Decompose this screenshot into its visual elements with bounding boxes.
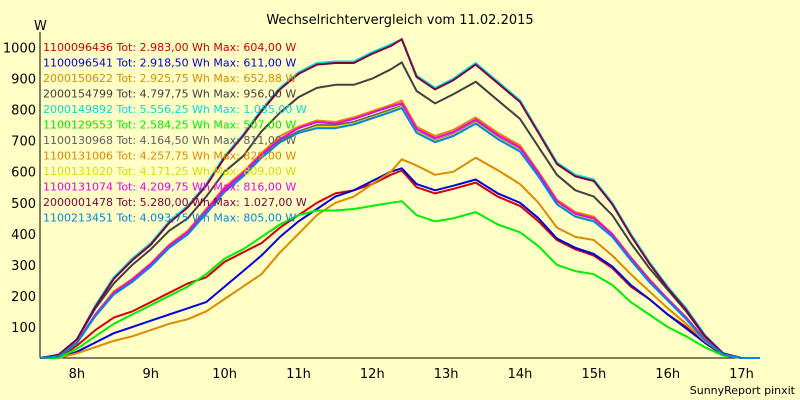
y-tick-label: 700 — [11, 135, 36, 150]
legend-entry: 2000150622 Tot: 2.925,75 Wh Max: 652,88 … — [43, 72, 296, 85]
x-tick-label: 10h — [212, 367, 237, 382]
credit-text: SunnyReport pinxit — [690, 384, 796, 397]
x-tick-label: 11h — [286, 367, 311, 382]
series-line-2 — [40, 167, 760, 359]
x-tick-label: 13h — [434, 367, 459, 382]
y-tick-label: 500 — [11, 197, 36, 212]
series-line-6 — [40, 200, 760, 359]
y-tick-label: 300 — [11, 259, 36, 274]
y-tick-label: 100 — [11, 321, 36, 336]
plot-area — [40, 32, 760, 358]
y-tick-label: 400 — [11, 228, 36, 243]
y-tick-label: 800 — [11, 104, 36, 119]
series-lines — [39, 38, 760, 359]
x-tick-label: 12h — [360, 367, 385, 382]
y-axis-unit: W — [34, 19, 47, 34]
x-tick-label: 9h — [143, 367, 160, 382]
y-tick-label: 1000 — [3, 42, 36, 57]
legend: 1100096436 Tot: 2.983,00 Wh Max: 604,00 … — [43, 41, 307, 225]
y-tick-label: 900 — [11, 73, 36, 88]
series-line-11 — [39, 38, 760, 359]
y-tick-label: 200 — [11, 290, 36, 305]
series-line-3 — [40, 156, 760, 359]
series-line-4 — [39, 61, 760, 359]
legend-entry: 1100131006 Tot: 4.257,75 Wh Max: 829,00 … — [43, 150, 296, 163]
x-tick-label: 8h — [69, 367, 86, 382]
series-line-10 — [39, 102, 760, 359]
legend-entry: 2000149892 Tot: 5.556,25 Wh Max: 1.035,0… — [43, 103, 307, 116]
legend-entry: 2000001478 Tot: 5.280,00 Wh Max: 1.027,0… — [43, 196, 307, 209]
legend-entry: 1100096436 Tot: 2.983,00 Wh Max: 604,00 … — [43, 41, 296, 54]
legend-entry: 1100129553 Tot: 2.584,25 Wh Max: 507,00 … — [43, 119, 296, 132]
x-tick-label: 16h — [655, 367, 680, 382]
axes — [39, 32, 760, 359]
x-tick-label: 14h — [508, 367, 533, 382]
x-tick-label: 15h — [581, 367, 606, 382]
x-tick-label: 17h — [729, 367, 754, 382]
legend-entry: 1100213451 Tot: 4.093,75 Wh Max: 805,00 … — [43, 212, 296, 225]
chart-title: Wechselrichtervergleich vom 11.02.2015 — [266, 13, 533, 28]
tick-labels: 100 200 300 400 500 600 700 800 900 1000 8h 9h 10h 11… — [3, 42, 754, 382]
y-tick-label: 600 — [11, 166, 36, 181]
legend-entry: 1100096541 Tot: 2.918,50 Wh Max: 611,00 … — [43, 57, 296, 70]
legend-entry: 1100130968 Tot: 4.164,50 Wh Max: 811,00 … — [43, 134, 296, 147]
legend-entry: 2000154799 Tot: 4.797,75 Wh Max: 956,00 … — [43, 88, 296, 101]
legend-entry: 1100131074 Tot: 4.209,75 Wh Max: 816,00 … — [43, 181, 296, 194]
legend-entry: 1100131020 Tot: 4.171,25 Wh Max: 809,00 … — [43, 165, 296, 178]
series-line-12 — [39, 107, 760, 359]
